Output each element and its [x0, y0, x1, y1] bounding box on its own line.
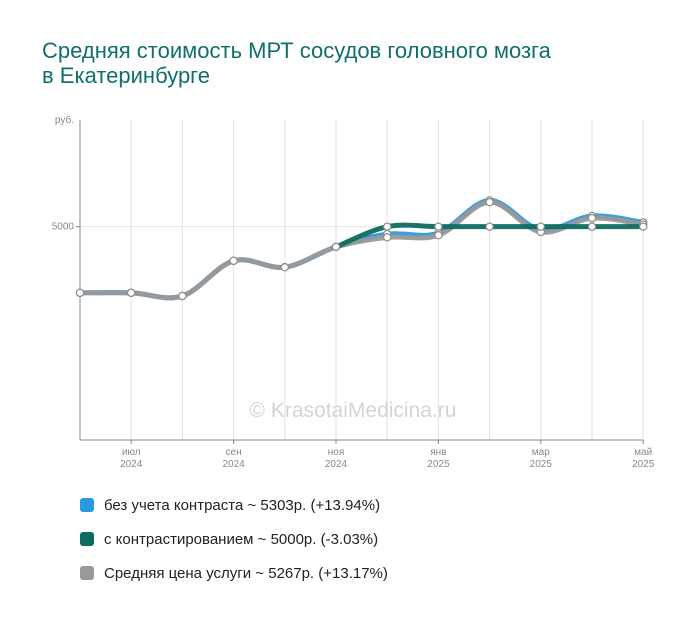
x-tick-label-month: май	[634, 447, 652, 458]
data-point	[229, 256, 238, 265]
data-point	[434, 222, 443, 231]
x-tick-label-month: сен	[226, 447, 242, 458]
legend-label: с контрастированием ~ 5000р. (-3.03%)	[104, 530, 379, 548]
legend-item[interactable]: без учета контраста ~ 5303р. (+13.94%)	[80, 488, 388, 522]
data-point	[383, 233, 392, 242]
legend-label: Средняя цена услуги ~ 5267р. (+13.17%)	[104, 564, 388, 582]
chart-watermark: © KrasotaiMedicina.ru	[250, 399, 457, 422]
data-point	[536, 222, 546, 231]
data-point	[331, 242, 341, 252]
legend-item[interactable]: Средняя цена услуги ~ 5267р. (+13.17%)	[80, 556, 388, 590]
chart-lines	[77, 197, 646, 301]
x-tick-label-year: 2024	[222, 459, 245, 470]
x-tick-label-month: июл	[122, 447, 141, 458]
legend-swatch	[80, 532, 94, 546]
legend-swatch	[80, 566, 94, 580]
x-tick-label-year: 2025	[427, 459, 450, 470]
data-point	[280, 263, 289, 272]
x-tick-label-year: 2025	[632, 459, 655, 470]
data-point	[639, 222, 648, 231]
legend-label: без учета контраста ~ 5303р. (+13.94%)	[104, 496, 381, 514]
chart-title: Средняя стоимость МРТ сосудов головного …	[42, 38, 551, 88]
data-point	[178, 291, 187, 301]
data-point	[485, 197, 494, 207]
chart-points	[75, 196, 648, 301]
x-tick-label-month: ноя	[328, 447, 345, 458]
x-tick-label-month: янв	[430, 447, 446, 458]
data-point	[587, 222, 597, 231]
chart-legend: без учета контраста ~ 5303р. (+13.94%) с …	[80, 488, 388, 590]
data-point	[383, 222, 392, 231]
legend-swatch	[80, 498, 94, 512]
data-point	[434, 230, 443, 240]
x-tick-label-year: 2024	[325, 459, 348, 470]
y-unit-label: руб.	[55, 114, 74, 126]
chart-grid	[80, 120, 644, 440]
data-point	[75, 288, 85, 297]
series-line-1	[77, 199, 646, 301]
series-line-0	[77, 197, 646, 301]
data-point	[587, 213, 597, 223]
legend-item[interactable]: с контрастированием ~ 5000р. (-3.03%)	[80, 522, 388, 556]
chart-axes	[79, 120, 644, 441]
x-tick-label-year: 2024	[120, 459, 143, 470]
chart-ticks: руб.5000июл2024сен2024ноя2024янв2025мар2…	[52, 114, 655, 470]
x-tick-label-year: 2025	[530, 459, 553, 470]
y-tick-label: 5000	[52, 222, 75, 233]
x-tick-label-month: мар	[532, 447, 550, 458]
data-point	[126, 288, 136, 297]
data-point	[485, 222, 494, 231]
